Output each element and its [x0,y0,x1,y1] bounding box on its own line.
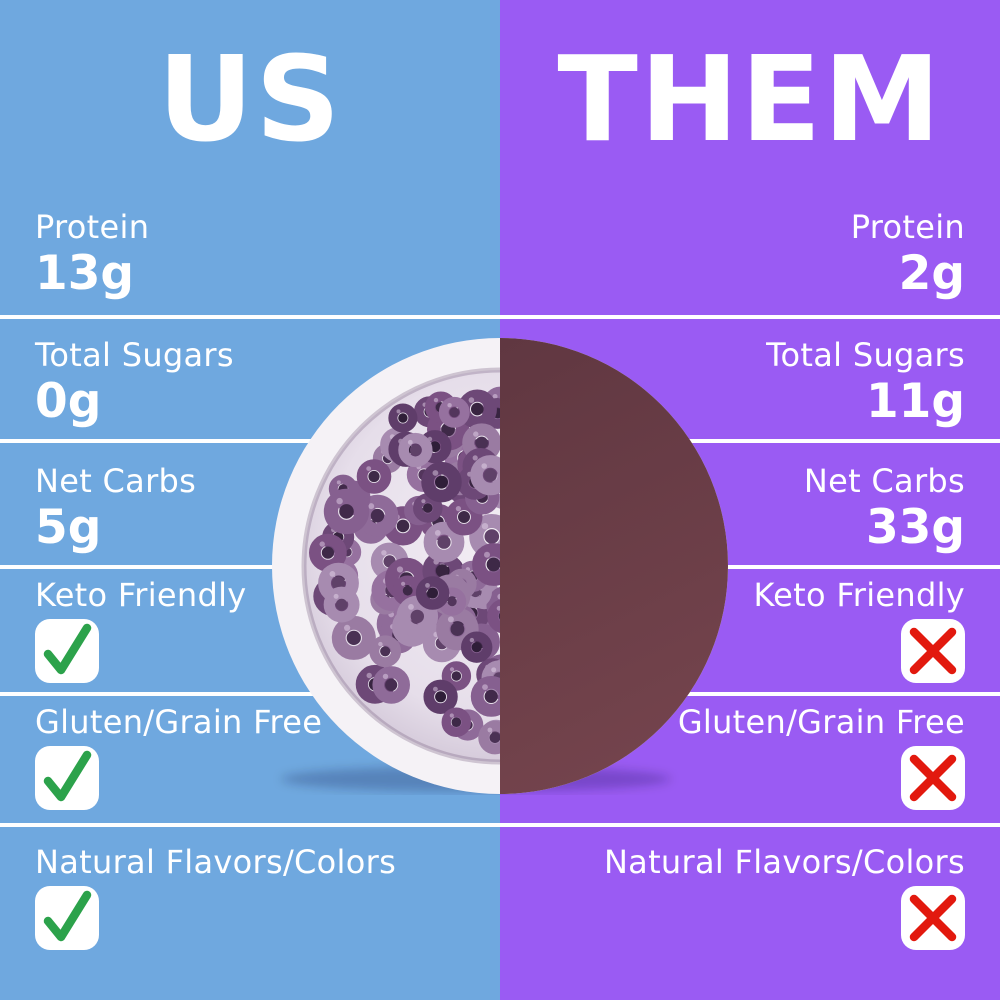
stat-label: Gluten/Grain Free [677,703,965,741]
stat-value: 2g [898,246,965,301]
bool-row-keto-them: Keto Friendly [753,576,965,683]
keto-checkbox-them [901,619,965,683]
row-divider-5 [0,823,1000,827]
row-divider-1 [0,315,1000,319]
stat-value: 13g [35,246,135,301]
stat-label: Net Carbs [35,462,197,500]
stat-row-netcarbs-them: Net Carbs 33g [804,462,965,551]
keto-checkbox-us [35,619,99,683]
stat-label: Total Sugars [766,336,965,374]
stat-label: Protein [35,208,150,246]
stat-value: 11g [865,374,965,429]
stat-label: Protein [850,208,965,246]
bool-row-natural-us: Natural Flavors/Colors [35,843,396,950]
natural-checkbox-them [901,886,965,950]
stat-label: Total Sugars [35,336,234,374]
stat-label: Keto Friendly [35,576,247,614]
check-icon [43,750,92,802]
stat-label: Gluten/Grain Free [35,703,323,741]
stat-value: 33g [865,500,965,555]
check-icon [43,890,92,942]
natural-checkbox-us [35,886,99,950]
bool-row-gluten-them: Gluten/Grain Free [678,703,965,810]
check-icon [43,623,92,675]
stat-row-sugars-us: Total Sugars 0g [35,336,234,425]
stat-value: 5g [35,500,102,555]
stat-label: Net Carbs [803,462,965,500]
bool-row-gluten-us: Gluten/Grain Free [35,703,322,810]
stat-label: Keto Friendly [753,576,965,614]
us-title: US [157,30,343,168]
bool-row-natural-them: Natural Flavors/Colors [604,843,965,950]
cross-icon [909,627,957,675]
stat-row-protein-them: Protein 2g [851,208,965,297]
stat-row-netcarbs-us: Net Carbs 5g [35,462,196,551]
cereal-bowl-photo [272,338,728,794]
dark-overlay-semicircle [500,338,728,794]
cross-icon [909,894,957,942]
stat-label: Natural Flavors/Colors [603,843,965,881]
stat-value: 0g [35,374,102,429]
gluten-checkbox-them [901,746,965,810]
cereal-loops [309,386,500,755]
bool-row-keto-us: Keto Friendly [35,576,247,683]
stat-label: Natural Flavors/Colors [35,843,397,881]
stat-row-sugars-them: Total Sugars 11g [766,336,965,425]
them-title: THEM [557,30,943,168]
cross-icon [909,754,957,802]
stat-row-protein-us: Protein 13g [35,208,149,297]
gluten-checkbox-us [35,746,99,810]
